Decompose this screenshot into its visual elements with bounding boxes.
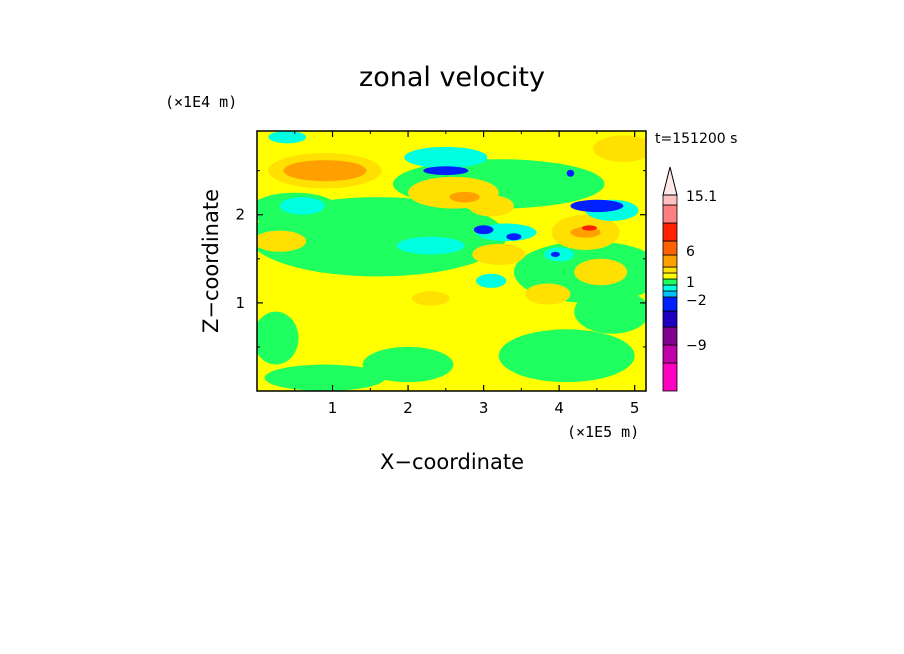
contour-region-lorange (593, 135, 646, 162)
colorbar-band (662, 310, 678, 328)
contour-region-green (498, 329, 635, 383)
contour-region-lorange (257, 230, 307, 252)
contour-regions (257, 131, 646, 391)
contour-region-orange (449, 191, 480, 203)
chart-title: zonal velocity (359, 62, 545, 93)
contour-region-green (574, 289, 646, 334)
contour-region-green (257, 311, 299, 365)
colorbar-band (662, 266, 678, 274)
plot-area (257, 131, 646, 391)
contour-region-blue (423, 166, 469, 176)
contour-region-blue (570, 199, 624, 213)
contour-region-cyan (476, 273, 507, 288)
colorbar: 15.1 6 1 −2 −9 (662, 166, 717, 392)
contour-region-lorange (472, 243, 526, 265)
time-label: t=151200 s (655, 131, 737, 147)
y-tick-label: 1 (235, 294, 245, 312)
colorbar-extension-arrow (662, 166, 678, 196)
contour-region-lorange (574, 258, 628, 286)
y-tick-label: 2 (235, 206, 245, 224)
y-scale-note: (×1E4 m) (165, 93, 237, 111)
colorbar-band (662, 204, 678, 224)
colorbar-tick-label: 6 (686, 244, 695, 260)
x-tick-label: 1 (328, 399, 338, 417)
plot-frame (256, 130, 647, 392)
y-axis-ticks: 12 (235, 170, 646, 348)
colorbar-band (662, 362, 678, 392)
contour-region-blue (506, 233, 522, 241)
contour-region-blue (550, 251, 560, 258)
x-tick-label: 5 (630, 399, 640, 417)
colorbar-tick-label: −2 (686, 293, 707, 309)
colorbar-band (662, 222, 678, 242)
colorbar-band (662, 272, 678, 280)
x-tick-label: 2 (403, 399, 413, 417)
contour-region-cyan (279, 197, 325, 215)
contour-region-lorange (468, 195, 514, 217)
colorbar-tick-label: −9 (686, 338, 707, 354)
x-axis-label: X−coordinate (380, 450, 524, 474)
contour-region-lorange (525, 283, 571, 305)
contour-region-green (264, 364, 386, 391)
x-axis-ticks: 1 2 3 4 5 (294, 131, 640, 417)
contour-region-green (362, 346, 454, 383)
colorbar-band (662, 290, 678, 298)
colorbar-band (662, 326, 678, 346)
colorbar-band (662, 284, 678, 292)
contour-region-blue (473, 225, 494, 235)
contour-region-red (581, 225, 597, 231)
colorbar-band (662, 254, 678, 268)
contour-region-cyan (404, 146, 488, 169)
contour-region-cyan (396, 236, 465, 255)
x-scale-note: (×1E5 m) (567, 423, 639, 441)
colorbar-band (662, 278, 678, 286)
colorbar-tick-label: 15.1 (686, 189, 717, 205)
contour-region-blue (566, 169, 575, 177)
colorbar-band (662, 296, 678, 312)
contour-region-orange (283, 160, 367, 182)
colorbar-band (662, 344, 678, 364)
contour-region-cyan (268, 131, 307, 144)
x-tick-label: 4 (554, 399, 564, 417)
y-axis-label: Z−coordinate (199, 189, 223, 333)
contour-region-lorange (411, 291, 450, 306)
colorbar-band (662, 240, 678, 256)
colorbar-band (662, 194, 678, 206)
colorbar-tick-label: 1 (686, 275, 695, 291)
x-tick-label: 3 (479, 399, 489, 417)
